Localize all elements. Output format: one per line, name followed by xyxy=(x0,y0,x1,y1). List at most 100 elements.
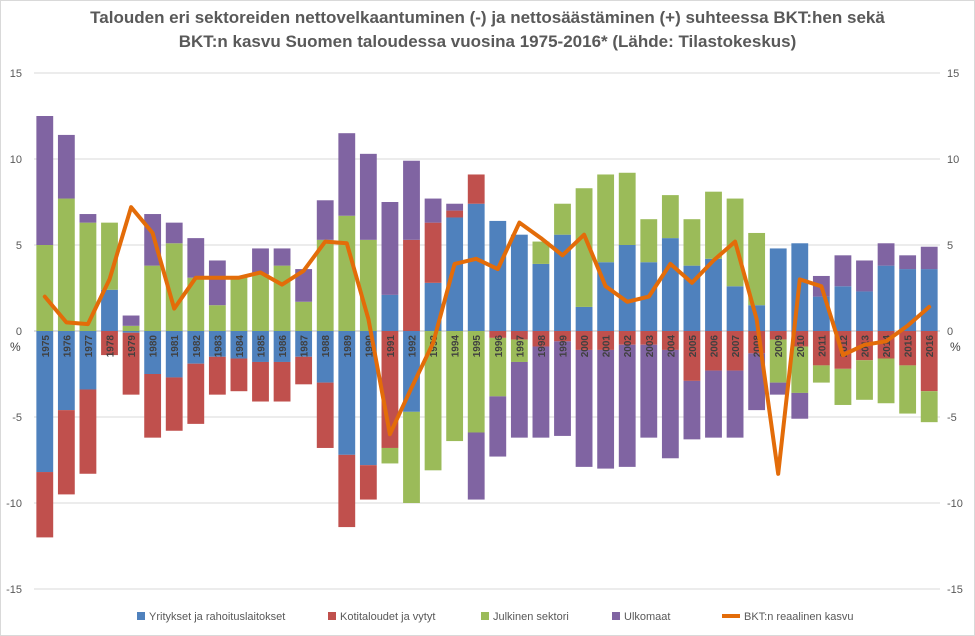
bar-segment xyxy=(575,306,593,331)
bar-segment xyxy=(187,363,205,424)
bar-segment xyxy=(920,269,938,331)
year-label: 2005 xyxy=(688,335,699,358)
bar-segment xyxy=(467,331,485,433)
bar-segment xyxy=(316,239,334,331)
bar-segment xyxy=(618,245,636,331)
bar-segment xyxy=(187,238,205,278)
bar-segment xyxy=(467,203,485,331)
bar-segment xyxy=(661,238,679,331)
bar-segment xyxy=(640,344,658,438)
bar-segment xyxy=(856,291,873,331)
bar-segment xyxy=(705,331,722,371)
bar-segment xyxy=(618,172,636,245)
y-tick-left: 5 xyxy=(16,240,22,252)
bar-segment xyxy=(208,356,226,395)
bar-segment xyxy=(769,248,787,331)
bar-segment xyxy=(101,289,118,331)
bar-segment xyxy=(36,245,54,331)
bar-segment xyxy=(726,286,744,331)
year-label: 1989 xyxy=(343,335,354,358)
bar-segment xyxy=(273,331,291,362)
bar-segment xyxy=(532,346,550,438)
year-label: 1975 xyxy=(41,335,52,358)
bar-segment xyxy=(467,174,485,204)
bar-segment xyxy=(899,331,917,366)
bar-segment xyxy=(338,331,356,455)
year-label: 2012 xyxy=(839,335,850,358)
bar-segment xyxy=(791,346,809,393)
y-tick-right: 10 xyxy=(947,154,959,166)
legend-swatch xyxy=(137,612,145,620)
bar-segment xyxy=(661,331,679,350)
bar-segment xyxy=(705,258,722,331)
year-label: 2004 xyxy=(666,335,677,358)
bar-segment xyxy=(144,265,162,331)
y-unit-left: % xyxy=(10,340,21,354)
year-label: 2003 xyxy=(645,335,656,358)
bar-segment xyxy=(79,222,97,331)
year-label: 2007 xyxy=(731,335,742,358)
legend-label: Kotitaloudet ja vytyt xyxy=(340,611,435,623)
bar-segment xyxy=(618,331,636,345)
bar-segment xyxy=(661,349,679,459)
y-tick-left: 15 xyxy=(10,68,22,80)
bar-segment xyxy=(273,361,291,402)
year-label: 1981 xyxy=(170,335,181,358)
bar-segment xyxy=(424,222,442,283)
year-label: 1991 xyxy=(386,335,397,358)
legend-label: BKT:n reaalinen kasvu xyxy=(744,611,853,623)
bar-segment xyxy=(877,358,895,404)
bar-segment xyxy=(403,411,420,503)
bar-segment xyxy=(532,241,550,264)
bar-segment xyxy=(489,220,507,331)
year-label: 2009 xyxy=(774,335,785,358)
year-label: 1996 xyxy=(494,335,505,358)
bar-segment xyxy=(532,331,550,347)
bar-segment xyxy=(165,331,183,378)
bar-segment xyxy=(748,232,766,306)
bar-segment xyxy=(856,260,873,292)
bar-segment xyxy=(575,349,593,467)
year-label: 1986 xyxy=(278,335,289,358)
bar-segment xyxy=(597,174,615,263)
bar-segment xyxy=(424,282,442,331)
bar-segment xyxy=(683,380,701,440)
bar-segment xyxy=(36,116,54,245)
axis-labels: 15 15 10 10 5 5 0 0 -5 -5 -10 -10 -15 -15%% xyxy=(6,68,963,596)
bar-segment xyxy=(403,331,420,412)
legend-swatch xyxy=(612,612,620,620)
bar-segment xyxy=(791,392,809,419)
bar-segment xyxy=(899,255,917,270)
bar-segment xyxy=(230,275,248,331)
y-tick-right: -10 xyxy=(947,498,963,510)
bar-segment xyxy=(532,263,550,331)
bar-segment xyxy=(705,191,722,259)
bar-segment xyxy=(812,331,830,366)
year-label: 1988 xyxy=(321,335,332,358)
bar-segment xyxy=(554,341,571,436)
bar-segment xyxy=(403,239,420,331)
bar-segment xyxy=(122,332,140,395)
bar-segment xyxy=(57,410,75,495)
bar-segment xyxy=(403,160,420,240)
year-label: 1983 xyxy=(213,335,224,358)
bar-segment xyxy=(812,365,830,383)
bar-segment xyxy=(424,198,442,223)
year-label: 2001 xyxy=(602,335,613,358)
year-label: 2008 xyxy=(753,335,764,358)
bar-segment xyxy=(338,215,356,331)
bar-segment xyxy=(338,454,356,528)
bar-segment xyxy=(208,305,226,331)
bar-segment xyxy=(489,331,507,338)
bar-segment xyxy=(187,277,205,331)
bar-segment xyxy=(338,133,356,216)
bar-segment xyxy=(101,331,118,356)
bar-segment xyxy=(726,370,744,438)
bar-segment xyxy=(834,286,852,331)
bar-segment xyxy=(769,339,787,383)
bar-segment xyxy=(489,337,507,397)
legend-swatch xyxy=(481,612,489,620)
bar-segment xyxy=(510,234,528,331)
bar-segment xyxy=(510,331,528,340)
bar-segment xyxy=(597,349,615,469)
